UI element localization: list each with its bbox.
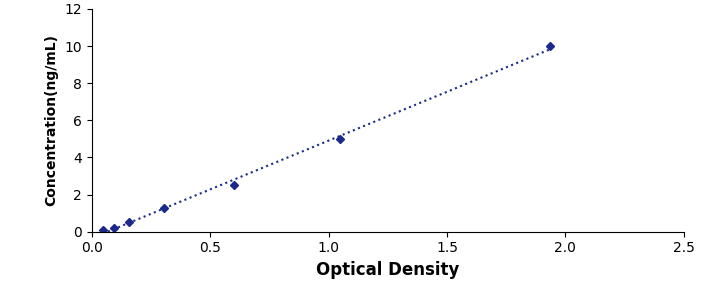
X-axis label: Optical Density: Optical Density [316,261,460,279]
Y-axis label: Concentration(ng/mL): Concentration(ng/mL) [44,34,59,206]
